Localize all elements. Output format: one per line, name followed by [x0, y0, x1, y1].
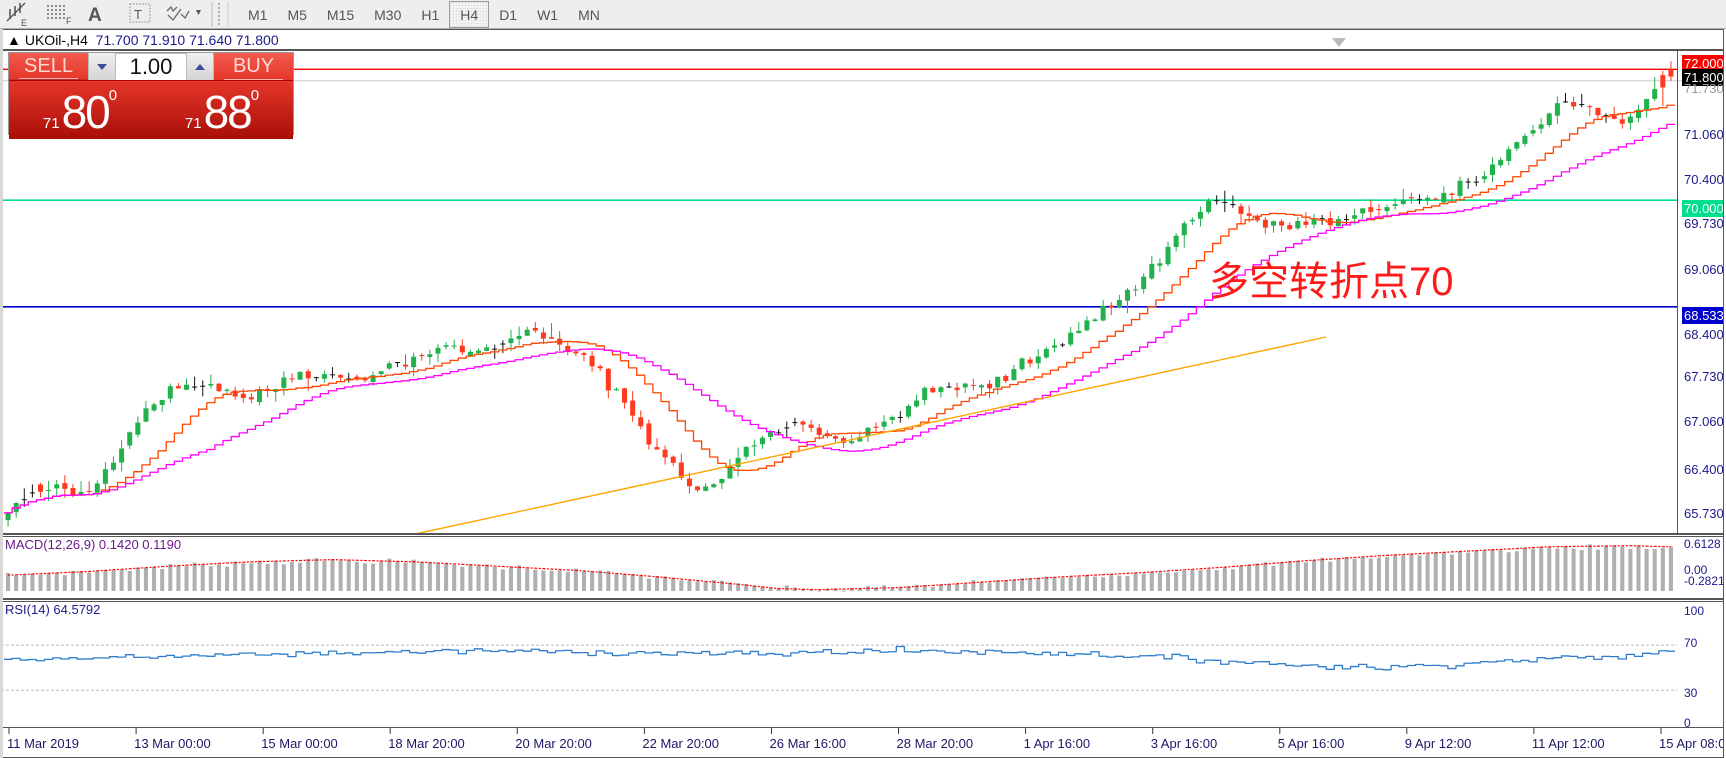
svg-text:11 Mar 2019: 11 Mar 2019: [7, 736, 79, 751]
svg-text:E: E: [21, 18, 27, 28]
svg-text:28 Mar 20:00: 28 Mar 20:00: [897, 736, 974, 751]
svg-text:26 Mar 16:00: 26 Mar 16:00: [770, 736, 847, 751]
svg-text:15 Mar 00:00: 15 Mar 00:00: [261, 736, 338, 751]
svg-text:F: F: [66, 16, 72, 26]
svg-text:3 Apr 16:00: 3 Apr 16:00: [1151, 736, 1218, 751]
svg-text:5 Apr 16:00: 5 Apr 16:00: [1278, 736, 1345, 751]
svg-text:9 Apr 12:00: 9 Apr 12:00: [1405, 736, 1472, 751]
svg-text:11 Apr 12:00: 11 Apr 12:00: [1532, 736, 1605, 751]
svg-text:T: T: [134, 7, 142, 22]
svg-text:15 Apr 08:00: 15 Apr 08:00: [1659, 736, 1724, 751]
svg-text:1 Apr 16:00: 1 Apr 16:00: [1024, 736, 1091, 751]
svg-text:20 Mar 20:00: 20 Mar 20:00: [515, 736, 592, 751]
svg-text:22 Mar 20:00: 22 Mar 20:00: [642, 736, 719, 751]
svg-text:18 Mar 20:00: 18 Mar 20:00: [388, 736, 465, 751]
svg-text:13 Mar 00:00: 13 Mar 00:00: [134, 736, 211, 751]
svg-text:A: A: [88, 5, 102, 26]
